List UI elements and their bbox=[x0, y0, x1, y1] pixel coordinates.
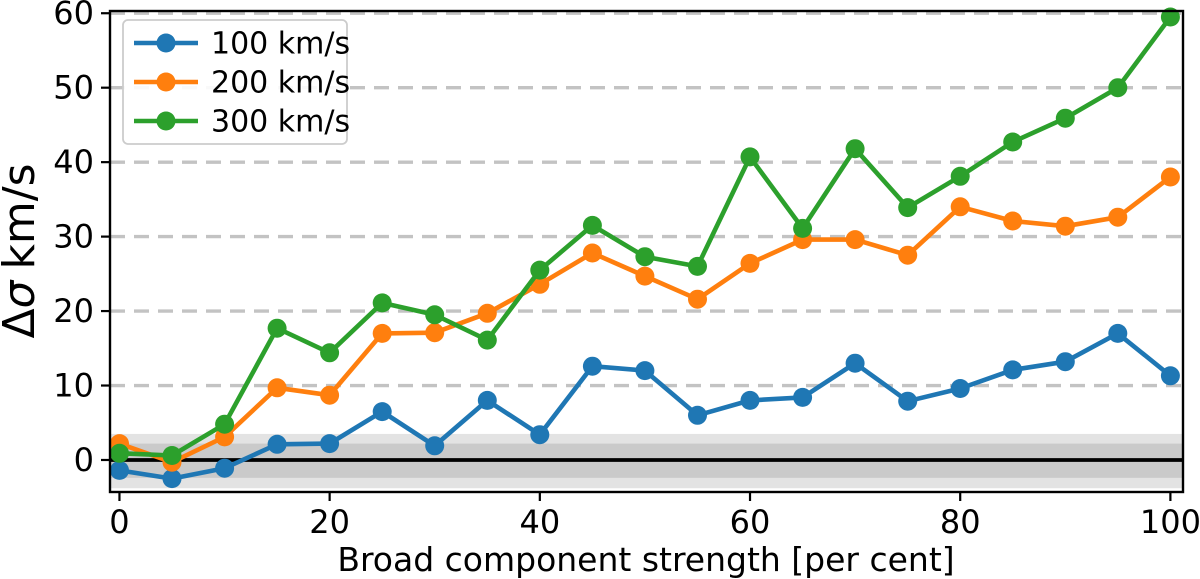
data-point bbox=[267, 378, 287, 398]
data-point bbox=[740, 253, 760, 273]
y-tick-label: 60 bbox=[53, 0, 94, 32]
y-axis-label-delta: Δ bbox=[0, 308, 45, 338]
data-point bbox=[215, 458, 235, 478]
data-point bbox=[740, 390, 760, 410]
legend-label: 300 km/s bbox=[211, 105, 350, 140]
data-point bbox=[320, 385, 340, 405]
data-point bbox=[740, 147, 760, 167]
legend-marker bbox=[156, 33, 176, 53]
data-point bbox=[845, 353, 865, 373]
data-point bbox=[477, 390, 497, 410]
data-point bbox=[425, 305, 445, 325]
data-point bbox=[688, 405, 707, 425]
series-300-km-s bbox=[110, 7, 1180, 465]
y-tick-label: 40 bbox=[53, 143, 94, 181]
data-point bbox=[845, 139, 865, 159]
legend-item: 200 km/s bbox=[134, 66, 350, 101]
data-point bbox=[582, 243, 602, 263]
plot-border bbox=[108, 9, 1185, 494]
y-axis-label: Δσ km/s bbox=[0, 163, 45, 338]
y-tick-label: 0 bbox=[74, 441, 94, 479]
legend: 100 km/s 200 km/s 300 km/s bbox=[122, 19, 350, 145]
data-point bbox=[162, 469, 182, 489]
data-point bbox=[320, 343, 340, 363]
x-axis-label: Broad component strength [per cent] bbox=[337, 540, 954, 579]
data-point bbox=[950, 166, 970, 186]
data-point bbox=[635, 361, 655, 381]
legend-item: 100 km/s bbox=[134, 27, 350, 62]
series-200-km-s bbox=[110, 167, 1180, 472]
legend-marker bbox=[156, 111, 176, 131]
data-point bbox=[372, 323, 392, 343]
data-point bbox=[1055, 216, 1075, 236]
x-tick-label: 60 bbox=[730, 503, 771, 541]
series-100-km-s bbox=[110, 323, 1180, 489]
data-point bbox=[635, 266, 655, 286]
data-point bbox=[688, 256, 707, 276]
data-point bbox=[688, 289, 707, 309]
data-point bbox=[425, 436, 445, 456]
data-point bbox=[582, 356, 602, 376]
legend-label: 100 km/s bbox=[211, 27, 350, 62]
data-point bbox=[898, 198, 918, 218]
x-tick-label: 100 bbox=[1140, 503, 1200, 541]
data-point bbox=[477, 303, 497, 323]
data-point bbox=[635, 247, 655, 267]
data-point bbox=[110, 460, 129, 480]
data-point bbox=[1108, 207, 1128, 227]
data-point bbox=[1055, 352, 1075, 372]
data-point bbox=[582, 215, 602, 235]
y-tick-label: 20 bbox=[53, 292, 94, 330]
legend-item: 300 km/s bbox=[134, 105, 350, 140]
data-point bbox=[898, 391, 918, 411]
y-tick-label: 30 bbox=[53, 218, 94, 256]
data-point bbox=[950, 379, 970, 398]
data-point bbox=[267, 434, 287, 454]
data-point bbox=[372, 293, 392, 313]
data-point bbox=[1003, 360, 1023, 380]
data-point bbox=[950, 197, 970, 217]
data-point bbox=[1160, 366, 1180, 386]
data-point bbox=[1003, 211, 1023, 231]
y-tick-label: 10 bbox=[53, 367, 94, 405]
x-tick-label: 20 bbox=[309, 503, 350, 541]
data-point bbox=[320, 434, 340, 454]
data-point bbox=[1055, 108, 1075, 128]
legend-label: 200 km/s bbox=[211, 66, 350, 101]
data-point bbox=[898, 245, 918, 265]
x-tick-label: 0 bbox=[109, 503, 129, 541]
data-point bbox=[1003, 132, 1023, 152]
legend-marker bbox=[156, 72, 176, 92]
data-point bbox=[793, 387, 813, 407]
y-tick-label: 50 bbox=[53, 69, 94, 107]
legend-box bbox=[122, 19, 348, 145]
data-point bbox=[215, 414, 235, 434]
data-point bbox=[1160, 7, 1180, 27]
data-point bbox=[530, 260, 550, 280]
data-point bbox=[425, 323, 445, 343]
x-tick-label: 80 bbox=[940, 503, 981, 541]
y-axis-label-sigma: σ bbox=[0, 279, 45, 308]
data-point bbox=[530, 425, 550, 445]
data-point bbox=[477, 330, 497, 350]
data-point bbox=[110, 443, 129, 463]
plot-layer: 0 20 40 60 80 100 0 10 20 30 40 50 60 100 km/s 200 km/… bbox=[53, 0, 1200, 541]
data-point bbox=[1160, 167, 1180, 187]
data-point bbox=[1108, 78, 1128, 98]
data-point bbox=[162, 446, 182, 465]
data-point bbox=[1108, 323, 1128, 343]
y-axis-label-units: km/s bbox=[0, 163, 45, 269]
data-point bbox=[793, 218, 813, 238]
data-point bbox=[267, 318, 287, 338]
x-tick-label: 40 bbox=[519, 503, 560, 541]
data-point bbox=[845, 230, 865, 250]
data-point bbox=[372, 402, 392, 422]
